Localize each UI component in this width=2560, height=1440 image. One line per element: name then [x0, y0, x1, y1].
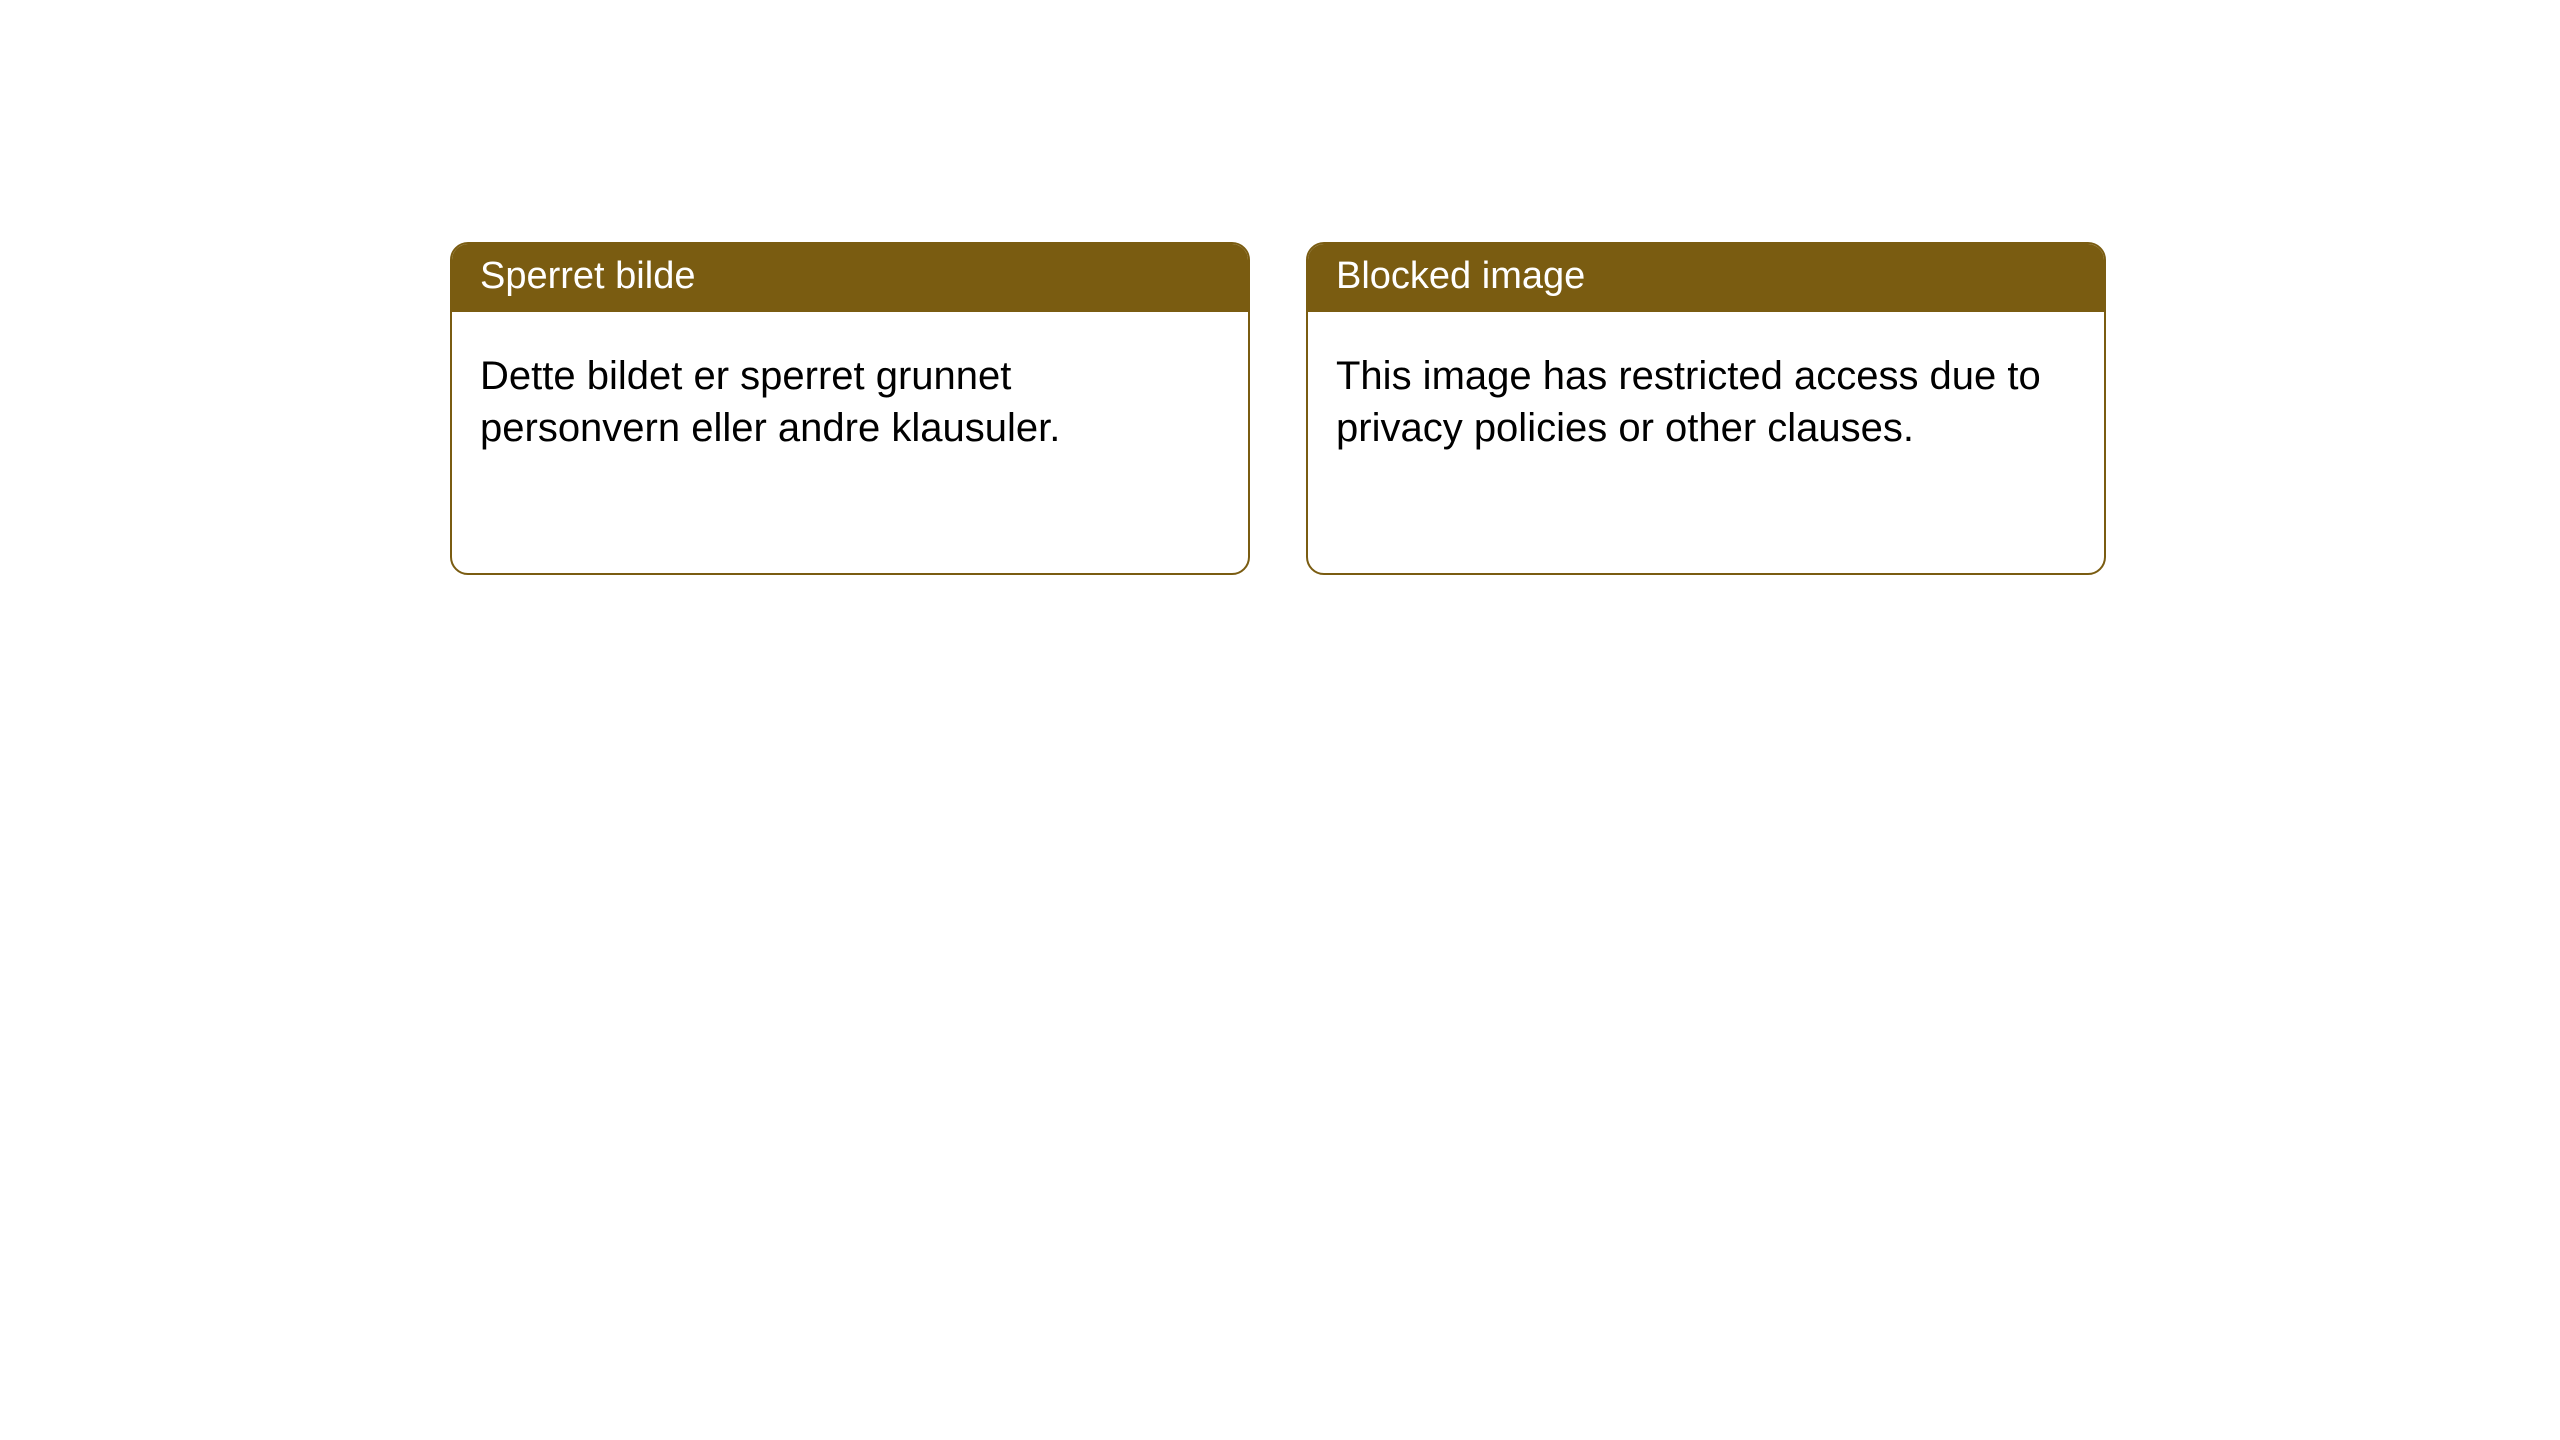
notice-header: Sperret bilde	[452, 244, 1248, 312]
notice-title: Blocked image	[1336, 255, 1585, 297]
notice-card-english: Blocked image This image has restricted …	[1306, 242, 2106, 575]
notice-container: Sperret bilde Dette bildet er sperret gr…	[450, 242, 2106, 575]
notice-body: Dette bildet er sperret grunnet personve…	[452, 312, 1248, 494]
notice-body: This image has restricted access due to …	[1308, 312, 2104, 494]
notice-card-norwegian: Sperret bilde Dette bildet er sperret gr…	[450, 242, 1250, 575]
notice-text: Dette bildet er sperret grunnet personve…	[480, 354, 1060, 451]
notice-header: Blocked image	[1308, 244, 2104, 312]
notice-text: This image has restricted access due to …	[1336, 354, 2041, 451]
notice-title: Sperret bilde	[480, 255, 695, 297]
